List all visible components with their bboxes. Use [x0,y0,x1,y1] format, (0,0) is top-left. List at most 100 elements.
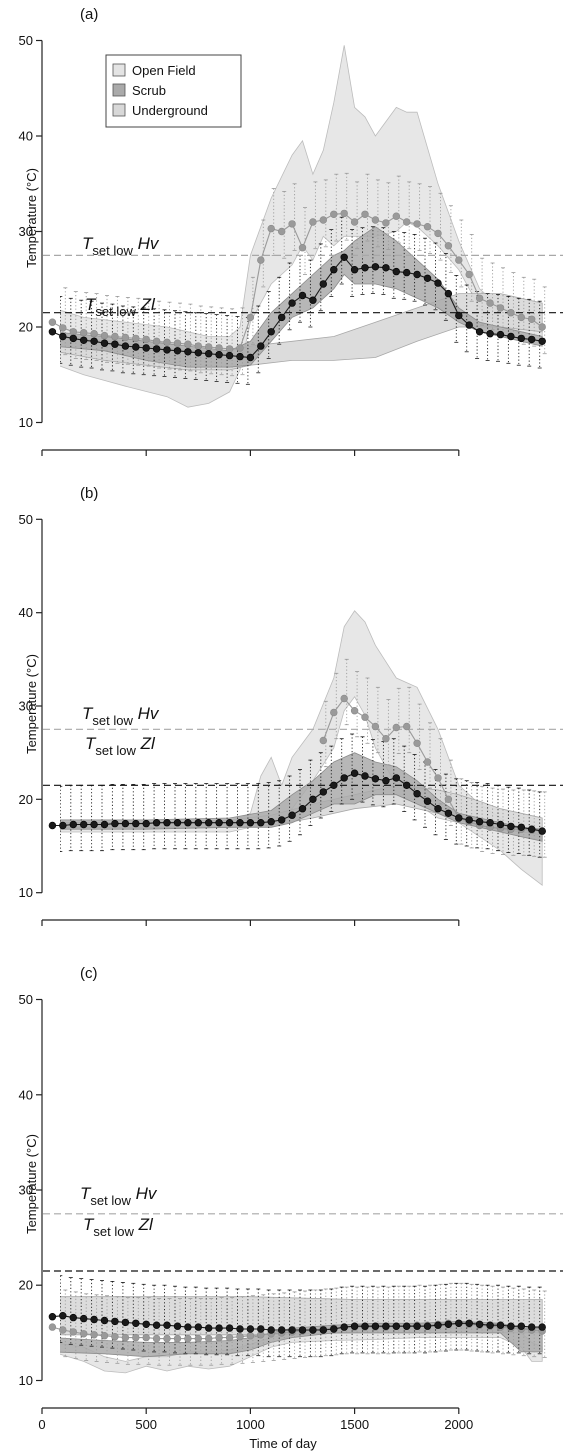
panel-c-label: (c) [80,965,98,982]
series-point-zl [423,274,432,282]
series-point-zl [319,280,327,288]
panel-a-reference-lines [43,254,563,314]
series-point-hv [246,313,255,322]
series-point-zl [507,1322,515,1330]
legend-label-underground: Underground [132,103,208,118]
panel-b-ref-label-zl: Tset low Zl [85,734,156,758]
series-point-hv [100,331,109,340]
series-point-hv [496,304,505,312]
panel-b: 10 20 30 40 50 (b) Temperature (°C) Tset low… [19,485,563,926]
legend-swatch-underground [112,103,126,117]
y-tick-label: 30 [19,1183,33,1198]
panel-a-series [48,209,546,362]
series-point-zl [79,336,88,344]
series-point-hv [330,210,338,219]
series-point-zl [392,267,400,276]
series-point-zl [152,345,161,353]
series-point-zl [173,347,182,355]
series-point-zl [517,334,525,343]
series-point-hv [350,706,359,715]
series-point-zl [225,351,234,360]
panel-b-reference-lines [43,728,563,786]
series-point-zl [257,342,265,350]
series-point-zl [413,789,421,798]
series-point-zl [538,827,546,835]
panel-c-ref-label-zl: Tset low Zl [83,1215,154,1239]
panel-c-whiskers [60,1275,547,1366]
series-point-hv [371,722,380,731]
series-point-hv [90,330,98,338]
series-point-zl [423,797,432,805]
series-point-zl [298,291,307,300]
series-point-zl [444,1320,453,1329]
series-point-zl [298,1326,307,1334]
series-point-zl [215,1324,223,1332]
series-point-hv [309,218,317,226]
series-point-zl [392,1322,400,1330]
series-point-zl [288,811,296,819]
series-point-hv [423,223,432,231]
series-point-hv [455,256,463,264]
series-point-zl [465,321,473,329]
series-point-hv [163,1334,171,1343]
series-point-zl [371,263,380,271]
series-point-zl [403,1322,411,1330]
series-point-zl [225,1324,234,1332]
series-point-zl [371,1322,380,1330]
series-point-hv [361,713,369,721]
x-tick-label: 2000 [444,1417,473,1432]
series-point-zl [205,350,213,358]
series-point-zl [507,822,515,831]
series-point-zl [527,825,536,833]
y-tick-label: 30 [19,699,33,714]
series-point-zl [121,819,130,828]
legend-swatch-scrub [112,83,126,97]
series-point-hv [538,323,546,331]
series-point-zl [69,1313,78,1322]
series-point-zl [215,818,223,827]
series-point-zl [340,253,348,261]
series-point-zl [413,1322,421,1330]
y-tick-label: 10 [19,885,33,900]
series-point-zl [413,270,421,279]
series-point-hv [517,313,525,322]
y-tick-label: 30 [19,224,33,239]
series-point-zl [288,299,296,307]
panel-c-ref-label-hv: Tset low Hv [80,1184,158,1208]
series-point-zl [340,1323,348,1331]
band-scrub [60,752,543,842]
series-point-zl [382,264,390,272]
series-point-zl [455,814,463,822]
series-point-zl [184,818,192,827]
y-tick-label: 20 [19,792,33,807]
series-point-zl [100,339,109,347]
series-point-hv [278,227,286,236]
series-point-zl [246,1325,255,1333]
series-point-hv [527,315,536,323]
series-point-hv [173,339,182,347]
series-point-zl [382,1322,390,1330]
series-point-zl [371,775,380,783]
series-point-zl [465,816,473,824]
series-point-zl [496,820,505,829]
series-point-zl [152,818,161,827]
series-point-zl [538,1323,546,1331]
series-point-hv [225,1333,234,1342]
series-point-hv [392,723,400,732]
legend-box [105,54,242,128]
panel-b-axes: 10 20 30 40 50 [19,512,460,926]
series-point-zl [100,820,109,829]
series-point-zl [48,1312,57,1321]
series-point-hv [236,344,244,352]
series-point-hv [205,1334,213,1343]
series-point-hv [382,219,390,227]
series-point-hv [340,209,348,218]
series-point-zl [330,266,338,274]
series-point-hv [184,340,192,348]
series-point-zl [455,1319,463,1328]
series-point-hv [205,343,213,351]
series-point-hv [486,299,494,307]
series-point-hv [121,1333,130,1342]
series-point-zl [278,1326,286,1334]
series-point-hv [111,1332,119,1341]
